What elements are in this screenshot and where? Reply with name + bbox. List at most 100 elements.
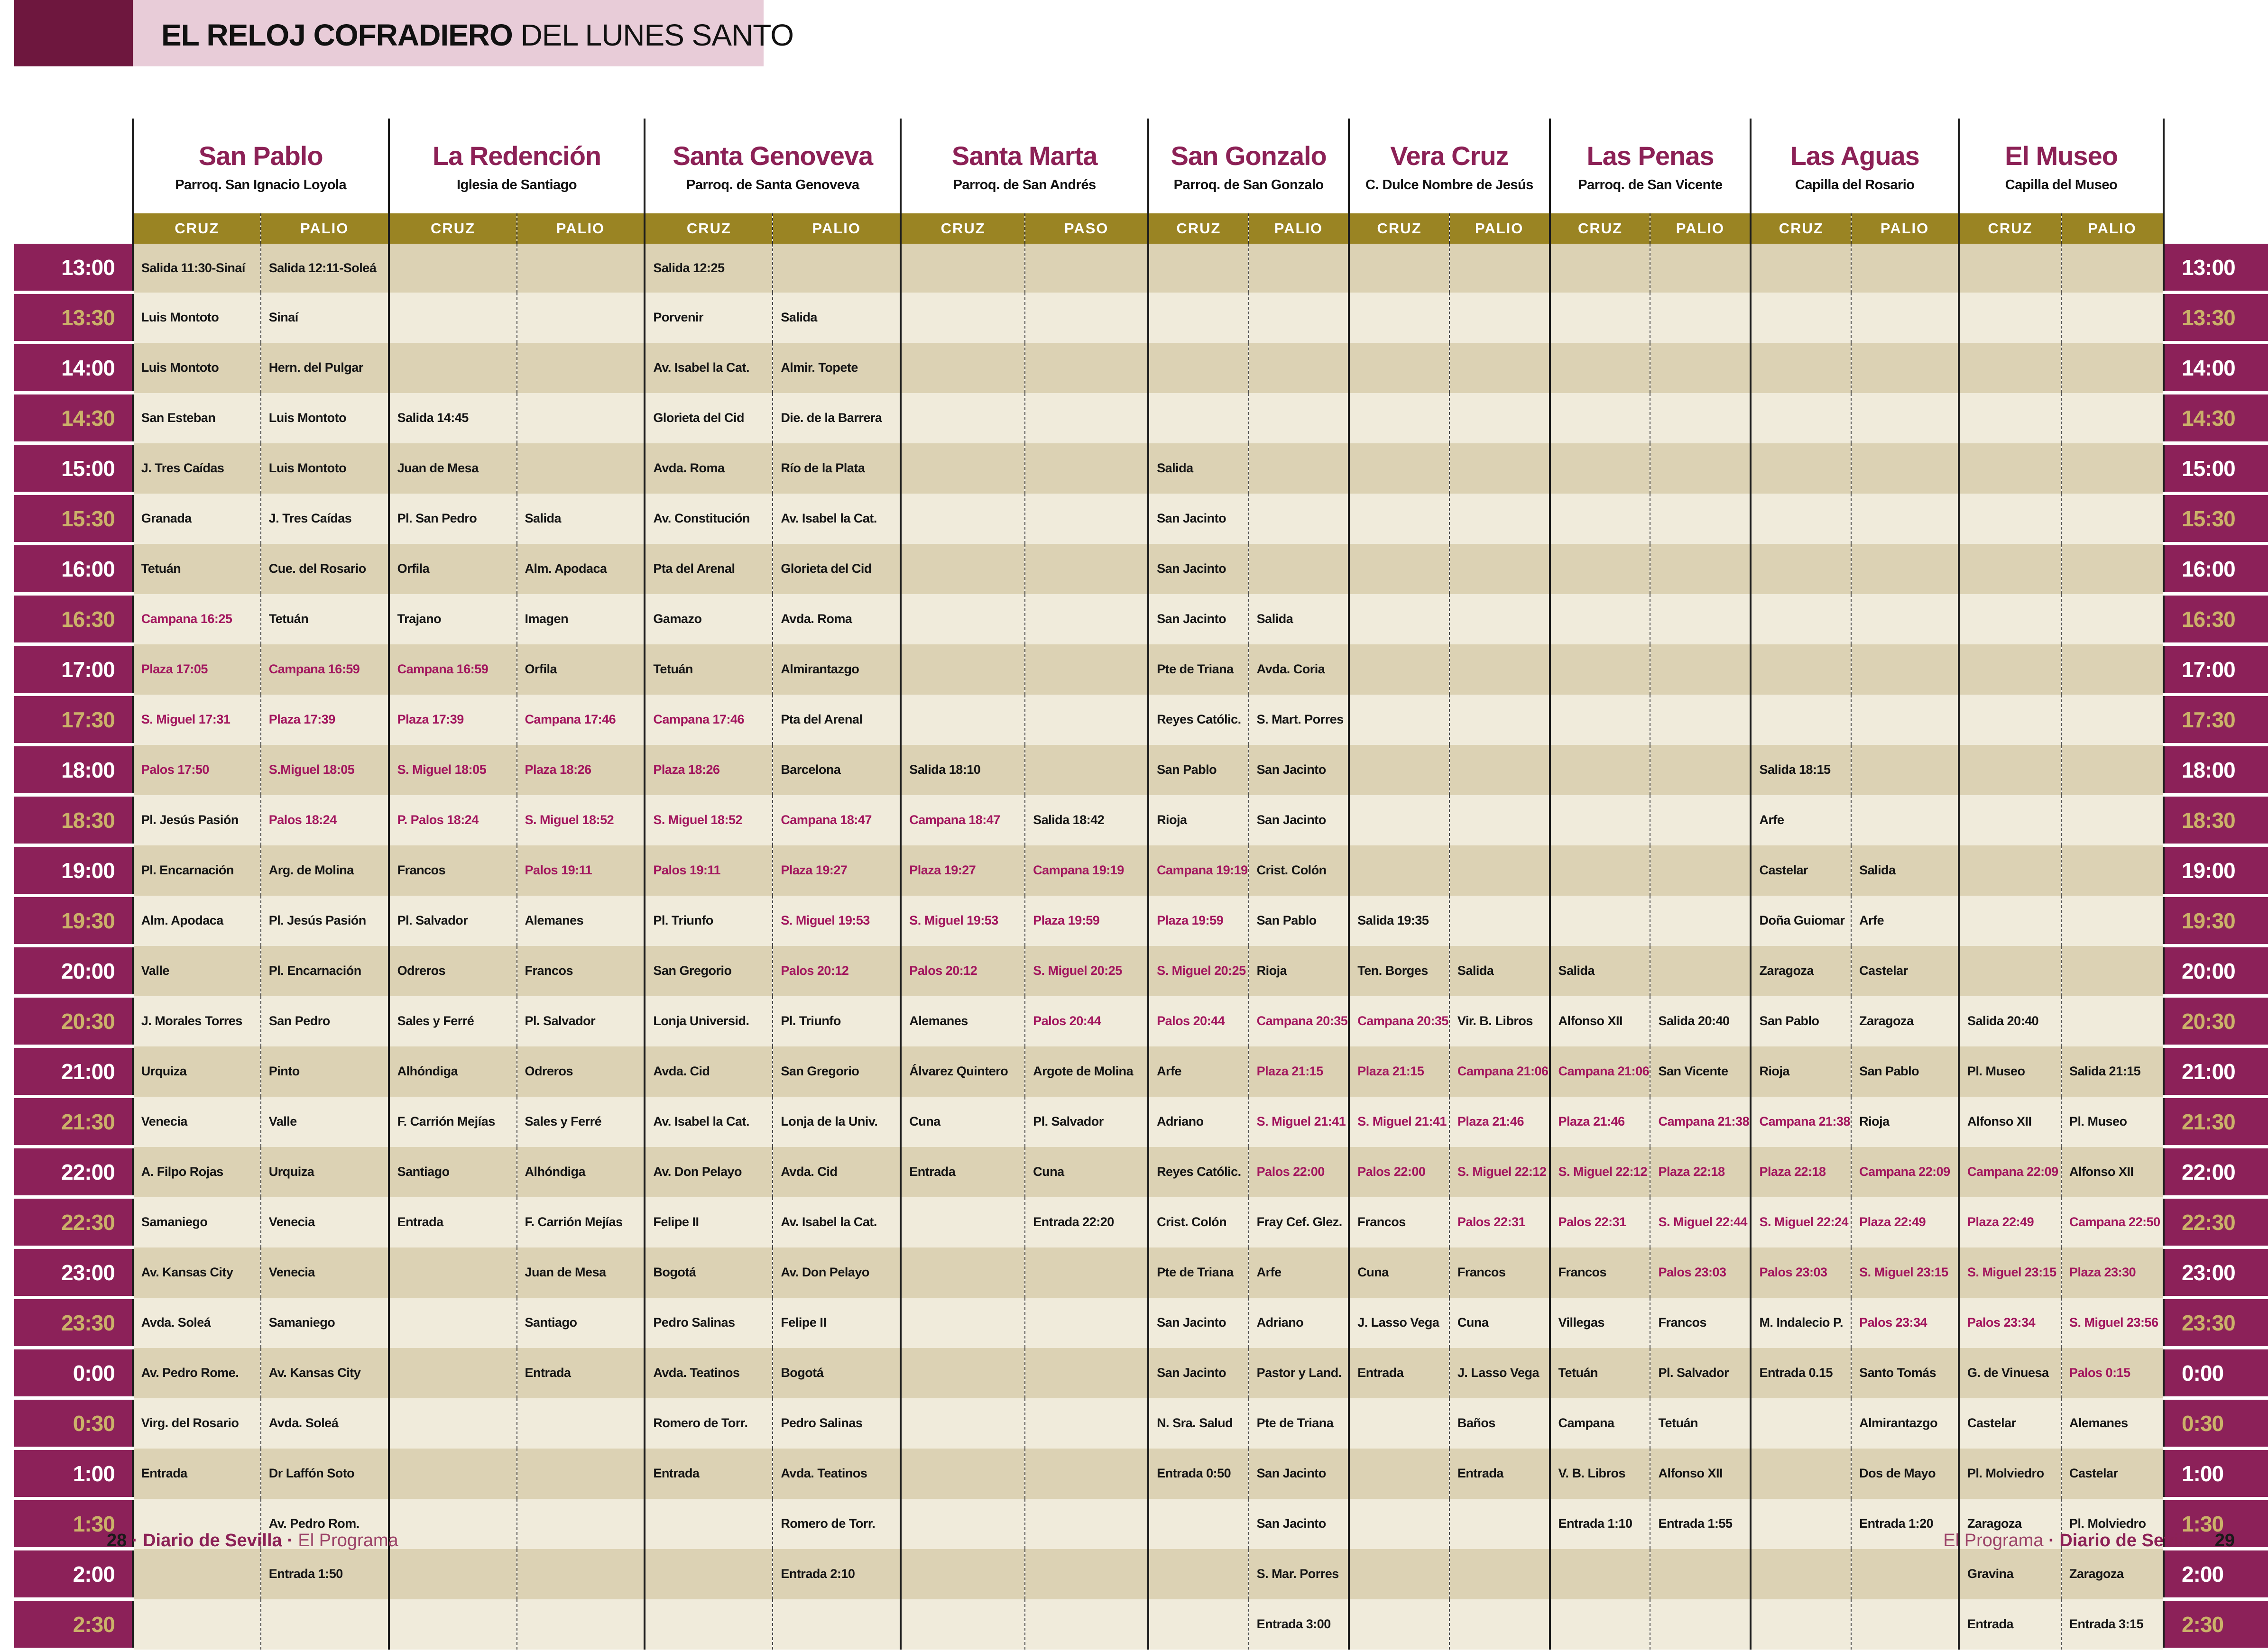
footer-separator: · <box>2203 1531 2210 1550</box>
schedule-cell: Baños <box>1448 1398 1550 1449</box>
schedule-cell <box>772 1599 901 1650</box>
schedule-cell <box>260 1599 389 1650</box>
schedule-cell: Entrada <box>1348 1348 1449 1398</box>
schedule-cell: San Pablo <box>1147 744 1249 795</box>
schedule-cell: Entrada <box>1448 1448 1550 1499</box>
schedule-cell <box>1147 292 1249 343</box>
schedule-cell: S. Miguel 18:52 <box>644 795 773 845</box>
schedule-cell <box>900 1398 1025 1449</box>
schedule-cell: J. Morales Torres <box>131 996 261 1046</box>
schedule-cell: Crist. Colón <box>1147 1197 1249 1247</box>
schedule-cell: S. Miguel 18:52 <box>516 795 645 845</box>
schedule-cell: Campana 21:38 <box>1650 1096 1751 1147</box>
hermandad-header-san-pablo: San Pablo Parroq. San Ignacio Loyola <box>131 119 389 213</box>
schedule-cell <box>1851 594 1959 644</box>
schedule-cell: Pl. Triunfo <box>644 895 773 946</box>
subcolumn-header-cruz: CRUZ <box>1147 213 1249 244</box>
schedule-cell: Almirantazgo <box>1851 1398 1959 1449</box>
schedule-cell <box>1024 644 1149 695</box>
schedule-cell <box>1248 342 1349 393</box>
schedule-cell <box>1348 244 1449 293</box>
schedule-cell: Pte de Triana <box>1147 644 1249 695</box>
schedule-cell <box>900 694 1025 745</box>
time-label: 13:00 <box>2163 244 2268 294</box>
program-name: El Programa <box>298 1531 398 1550</box>
schedule-cell <box>1650 594 1751 644</box>
schedule-cell <box>1024 594 1149 644</box>
time-label: 20:30 <box>2163 996 2268 1048</box>
schedule-cell <box>387 342 517 393</box>
schedule-cell <box>516 1599 645 1650</box>
schedule-cell: Salida 20:40 <box>1650 996 1751 1046</box>
schedule-cell <box>1448 1599 1550 1650</box>
schedule-cell: J. Tres Caídas <box>131 443 261 494</box>
schedule-cell: Francos <box>516 945 645 996</box>
schedule-cell: S. Miguel 22:44 <box>1650 1197 1751 1247</box>
schedule-cell <box>1750 694 1852 745</box>
schedule-cell: Av. Isabel la Cat. <box>644 342 773 393</box>
schedule-cell: Avda. Coria <box>1248 644 1349 695</box>
schedule-row: 2:30 Entrada 3:00 Entrada Entrada 3:15 2:30 <box>14 1599 2268 1651</box>
schedule-cell: Pedro Salinas <box>644 1297 773 1348</box>
schedule-cell <box>1851 744 1959 795</box>
time-label: 1:30 <box>2163 1498 2268 1550</box>
schedule-cell <box>1549 292 1650 343</box>
time-label: 22:30 <box>14 1197 133 1249</box>
schedule-cell <box>1348 1398 1449 1449</box>
schedule-cell <box>1348 1448 1449 1499</box>
time-label: 2:00 <box>14 1549 133 1601</box>
hermandad-header-el-museo: El Museo Capilla del Museo <box>1958 119 2164 213</box>
time-label: 1:00 <box>14 1448 133 1500</box>
schedule-cell: Salida 11:30-Sinaí <box>131 244 261 293</box>
schedule-cell: Adriano <box>1147 1096 1249 1147</box>
schedule-cell: Plaza 18:26 <box>516 744 645 795</box>
schedule-cell: S. Miguel 21:41 <box>1248 1096 1349 1147</box>
schedule-cell <box>1348 694 1449 745</box>
schedule-cell: Campana 21:06 <box>1549 1046 1650 1097</box>
schedule-cell: Pl. Triunfo <box>772 996 901 1046</box>
schedule-cell: Palos 20:44 <box>1147 996 1249 1046</box>
hermandad-header-la-redención: La Redención Iglesia de Santiago <box>387 119 645 213</box>
schedule-cell <box>1348 1498 1449 1549</box>
schedule-cell <box>1147 1599 1249 1650</box>
schedule-cell <box>131 1549 261 1599</box>
schedule-cell <box>1024 342 1149 393</box>
schedule-cell <box>2061 795 2164 845</box>
schedule-cell: S.Miguel 18:05 <box>260 744 389 795</box>
schedule-cell: Palos 23:34 <box>1851 1297 1959 1348</box>
time-label: 16:30 <box>2163 594 2268 646</box>
schedule-cell: Entrada <box>516 1348 645 1398</box>
schedule-cell <box>900 543 1025 594</box>
schedule-cell: Plaza 21:46 <box>1549 1096 1650 1147</box>
schedule-cell <box>1448 443 1550 494</box>
schedule-cell <box>772 244 901 293</box>
schedule-cell: Tetuán <box>1650 1398 1751 1449</box>
schedule-cell: Palos 20:44 <box>1024 996 1149 1046</box>
schedule-cell <box>1248 292 1349 343</box>
schedule-cell <box>1650 795 1751 845</box>
schedule-cell: Salida <box>1248 594 1349 644</box>
schedule-cell <box>2061 744 2164 795</box>
schedule-cell <box>2061 895 2164 946</box>
schedule-cell <box>1024 1348 1149 1398</box>
schedule-cell <box>2061 443 2164 494</box>
schedule-cell <box>1024 1247 1149 1298</box>
schedule-cell: Plaza 19:27 <box>772 845 901 896</box>
schedule-cell: Álvarez Quintero <box>900 1046 1025 1097</box>
schedule-cell <box>900 1197 1025 1247</box>
schedule-cell <box>1650 644 1751 695</box>
time-label: 14:00 <box>2163 342 2268 394</box>
schedule-cell <box>1650 845 1751 896</box>
time-label: 22:00 <box>14 1147 133 1199</box>
schedule-row: 19:00 Pl. Encarnación Arg. de Molina Franco… <box>14 845 2268 897</box>
hermandad-name: San Pablo <box>198 140 323 171</box>
schedule-cell <box>1549 493 1650 544</box>
schedule-cell: Campana 19:19 <box>1024 845 1149 896</box>
schedule-cell <box>1958 393 2062 443</box>
page-number-right: 29 <box>2214 1531 2235 1550</box>
schedule-cell <box>1650 244 1751 293</box>
schedule-cell <box>1348 393 1449 443</box>
schedule-cell: Francos <box>1549 1247 1650 1298</box>
schedule-cell <box>1750 543 1852 594</box>
schedule-cell: Salida 18:42 <box>1024 795 1149 845</box>
